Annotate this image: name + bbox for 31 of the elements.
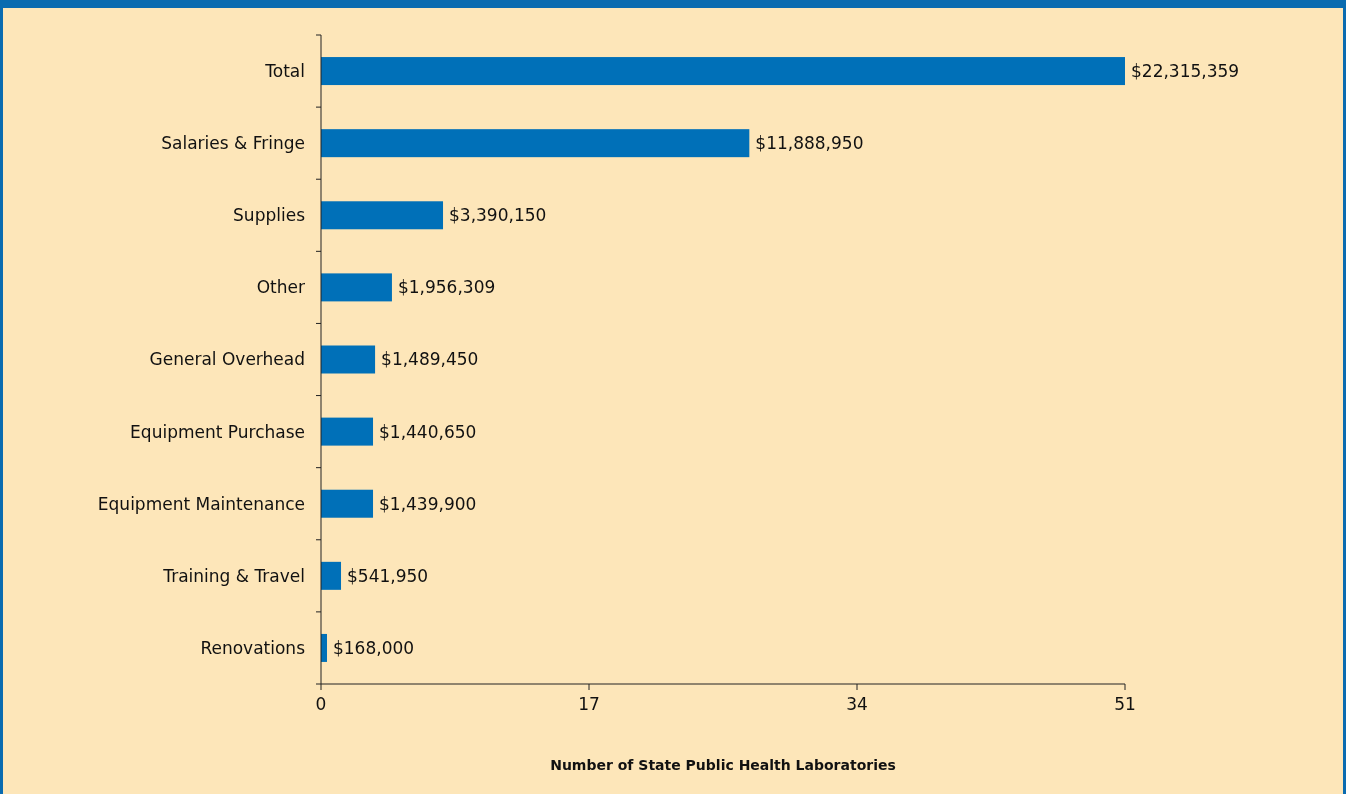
y-tick-label: Salaries & Fringe bbox=[161, 133, 305, 154]
bar bbox=[321, 489, 374, 518]
y-tick-label: Total bbox=[264, 61, 305, 82]
bar bbox=[321, 57, 1125, 86]
x-tick-label: 0 bbox=[315, 694, 327, 714]
bar bbox=[321, 417, 374, 446]
annotation: $22,315,359 bbox=[1131, 61, 1240, 82]
y-tick-label: Renovations bbox=[200, 637, 306, 658]
y-tick-label: General Overhead bbox=[149, 349, 305, 370]
annotation: $541,950 bbox=[347, 565, 429, 586]
bar bbox=[321, 201, 444, 230]
y-tick-label: Equipment Purchase bbox=[130, 421, 305, 442]
x-tick-label: 17 bbox=[578, 694, 600, 714]
y-tick-label: Equipment Maintenance bbox=[97, 493, 305, 514]
annotation: $1,440,650 bbox=[379, 421, 477, 442]
annotation: $1,489,450 bbox=[381, 349, 479, 370]
annotation: $1,956,309 bbox=[397, 277, 496, 298]
x-tick-label: 51 bbox=[1114, 694, 1136, 714]
annotation: $11,888,950 bbox=[755, 133, 864, 154]
annotation: $1,439,900 bbox=[379, 493, 477, 514]
bar bbox=[321, 273, 392, 302]
x-tick-label: 34 bbox=[846, 694, 868, 714]
bar bbox=[321, 561, 342, 590]
x-axis-title: Number of State Public Health Laboratories bbox=[550, 757, 896, 773]
bar bbox=[321, 129, 750, 158]
bar bbox=[321, 345, 376, 374]
annotation: $168,000 bbox=[332, 637, 415, 658]
y-tick-label: Training & Travel bbox=[162, 565, 305, 586]
y-tick-label: Other bbox=[256, 277, 305, 298]
y-tick-label: Supplies bbox=[233, 205, 306, 226]
annotation: $3,390,150 bbox=[449, 205, 547, 226]
